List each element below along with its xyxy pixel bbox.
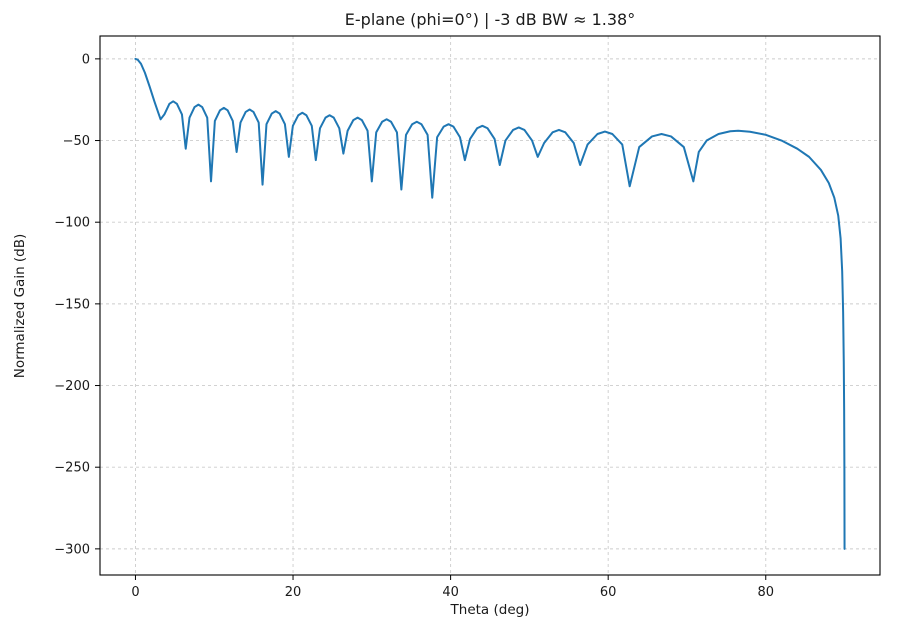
y-tick-label: 0 bbox=[82, 52, 90, 67]
x-tick-label: 60 bbox=[600, 585, 617, 600]
y-axis-label: Normalized Gain (dB) bbox=[12, 234, 28, 379]
chart-title: E-plane (phi=0°) | -3 dB BW ≈ 1.38° bbox=[345, 10, 635, 29]
x-tick-label: 20 bbox=[285, 585, 302, 600]
x-tick-label: 80 bbox=[757, 585, 774, 600]
series-group bbox=[134, 57, 846, 550]
y-tick-label: −50 bbox=[63, 134, 90, 149]
y-tick-label: −300 bbox=[54, 542, 90, 557]
y-tick-label: −250 bbox=[54, 461, 90, 476]
x-axis-label: Theta (deg) bbox=[450, 602, 530, 618]
plot-frame bbox=[99, 35, 881, 576]
gridlines bbox=[100, 36, 880, 575]
y-tick-label: −150 bbox=[54, 297, 90, 312]
series-line bbox=[134, 57, 846, 550]
x-tick-label: 40 bbox=[442, 585, 459, 600]
y-tick-label: −200 bbox=[54, 379, 90, 394]
y-axis-ticks: 0 −50 −100 −150 −200 −250 −300 bbox=[54, 52, 100, 557]
x-tick-label: 0 bbox=[131, 585, 139, 600]
y-tick-label: −100 bbox=[54, 216, 90, 231]
x-axis-ticks: 0 20 40 60 80 bbox=[131, 575, 774, 600]
